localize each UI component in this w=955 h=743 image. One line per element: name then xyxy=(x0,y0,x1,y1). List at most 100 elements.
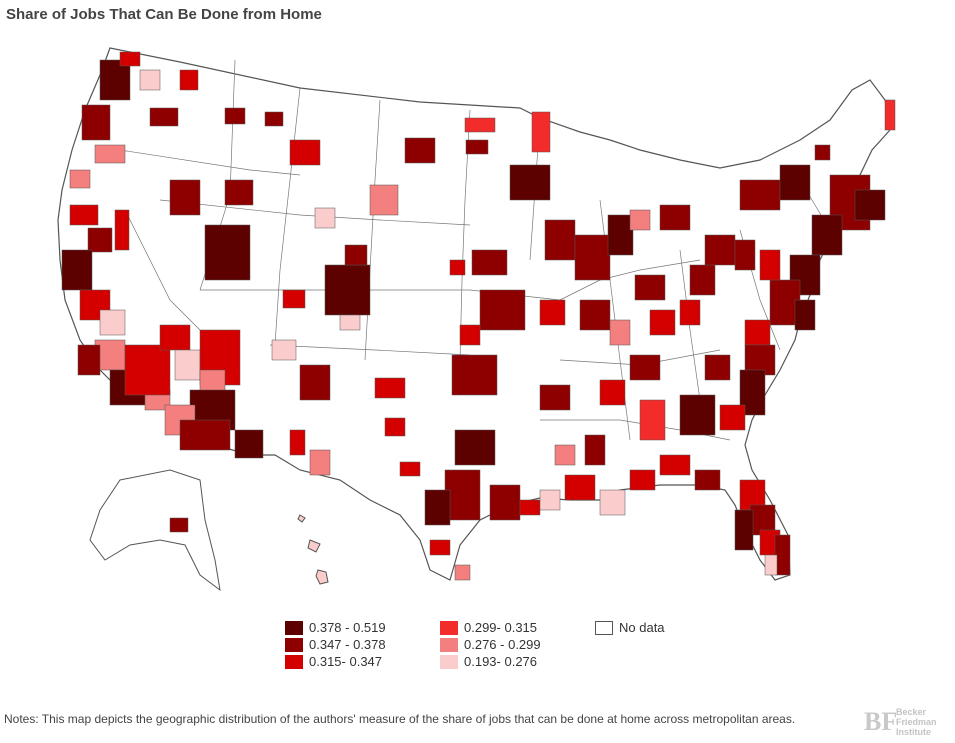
metro-area xyxy=(884,99,896,131)
metro-area xyxy=(629,354,661,381)
legend-swatch xyxy=(285,620,303,635)
legend-item-1: 0.347 - 0.378 xyxy=(285,637,386,652)
metro-area xyxy=(454,564,471,581)
metro-area xyxy=(314,207,336,229)
metro-area xyxy=(704,234,736,266)
metro-area xyxy=(609,319,631,346)
metro-area xyxy=(584,434,606,466)
metro-area xyxy=(264,111,284,127)
metro-area xyxy=(629,209,651,231)
metro-area xyxy=(77,344,101,376)
metro-area xyxy=(289,139,321,166)
metro-area xyxy=(449,259,466,276)
metro-area xyxy=(607,214,634,256)
metro-area xyxy=(554,444,576,466)
metro-area xyxy=(169,517,189,533)
metro-area xyxy=(299,364,331,401)
metro-area xyxy=(854,189,886,221)
metro-area xyxy=(639,399,666,441)
metro-area xyxy=(629,469,656,491)
logo-line-1: Becker xyxy=(896,707,927,717)
metro-areas xyxy=(61,51,896,581)
logo-line-3: Institute xyxy=(896,727,931,737)
metro-area xyxy=(114,209,130,251)
metro-area xyxy=(811,214,843,256)
metro-area xyxy=(169,179,201,216)
metro-area xyxy=(69,169,91,189)
metro-area xyxy=(174,349,201,381)
metro-area xyxy=(234,429,264,459)
metro-area xyxy=(139,69,161,91)
metro-area xyxy=(399,461,421,477)
legend-label: 0.378 - 0.519 xyxy=(309,620,386,635)
metro-area xyxy=(324,264,371,316)
metro-area xyxy=(509,164,551,201)
metro-area xyxy=(544,219,576,261)
legend-item-3: 0.299- 0.315 xyxy=(440,620,537,635)
bfi-logo-mark: BF xyxy=(864,707,898,736)
metro-area xyxy=(739,179,781,211)
legend-swatch xyxy=(440,620,458,635)
metro-area xyxy=(539,384,571,411)
metro-area xyxy=(464,117,496,133)
metro-area xyxy=(204,224,251,281)
metro-area xyxy=(179,419,231,451)
metro-area xyxy=(465,139,489,155)
legend-label: 0.276 - 0.299 xyxy=(464,637,541,652)
metro-area xyxy=(424,489,451,526)
metro-area xyxy=(374,377,406,399)
metro-area xyxy=(444,469,481,521)
legend-swatch xyxy=(595,620,613,635)
metro-area xyxy=(489,484,521,521)
metro-area xyxy=(99,59,131,101)
metro-area xyxy=(282,289,306,309)
state-borders xyxy=(119,59,831,441)
metro-area xyxy=(224,179,254,206)
metro-area xyxy=(564,474,596,501)
becker-friedman-logo: BF Becker Friedman Institute xyxy=(864,705,950,739)
metro-area xyxy=(69,204,99,226)
metro-area xyxy=(779,164,811,201)
metro-area xyxy=(734,239,756,271)
metro-area xyxy=(149,107,179,127)
legend-swatch xyxy=(440,637,458,652)
metro-area xyxy=(119,51,141,67)
legend-item-0: 0.378 - 0.519 xyxy=(285,620,386,635)
metro-area xyxy=(124,344,171,396)
alaska-outline xyxy=(89,469,221,592)
legend-label: 0.315- 0.347 xyxy=(309,654,383,669)
metro-area xyxy=(471,249,508,276)
metro-area xyxy=(339,314,361,331)
metro-area xyxy=(659,454,691,476)
metro-area xyxy=(599,489,626,516)
metro-area xyxy=(694,469,721,491)
metro-area xyxy=(659,204,691,231)
legend-swatch xyxy=(440,654,458,669)
metro-area xyxy=(369,184,399,216)
map-legend: 0.378 - 0.519 0.347 - 0.378 0.315- 0.347… xyxy=(285,620,705,672)
metro-area xyxy=(384,417,406,437)
metro-area xyxy=(94,144,126,164)
metro-area xyxy=(679,394,716,436)
metro-area xyxy=(704,354,731,381)
metro-area xyxy=(344,244,368,266)
metro-area xyxy=(81,104,111,141)
metro-area xyxy=(649,309,676,336)
legend-item-2: 0.315- 0.347 xyxy=(285,654,382,669)
logo-text: Becker Friedman Institute xyxy=(896,707,937,737)
metro-area xyxy=(309,449,331,476)
legend-item-5: 0.193- 0.276 xyxy=(440,654,537,669)
legend-swatch xyxy=(285,654,303,669)
metro-area xyxy=(454,429,496,466)
legend-label: No data xyxy=(619,620,665,635)
metro-area xyxy=(429,539,451,556)
metro-area xyxy=(634,274,666,301)
metro-area xyxy=(99,309,126,336)
metro-area xyxy=(61,249,93,291)
metro-area xyxy=(574,234,611,281)
metro-area xyxy=(689,264,716,296)
legend-item-6: No data xyxy=(595,620,665,635)
legend-swatch xyxy=(285,637,303,652)
metro-area xyxy=(759,249,781,281)
metro-area xyxy=(531,111,551,153)
